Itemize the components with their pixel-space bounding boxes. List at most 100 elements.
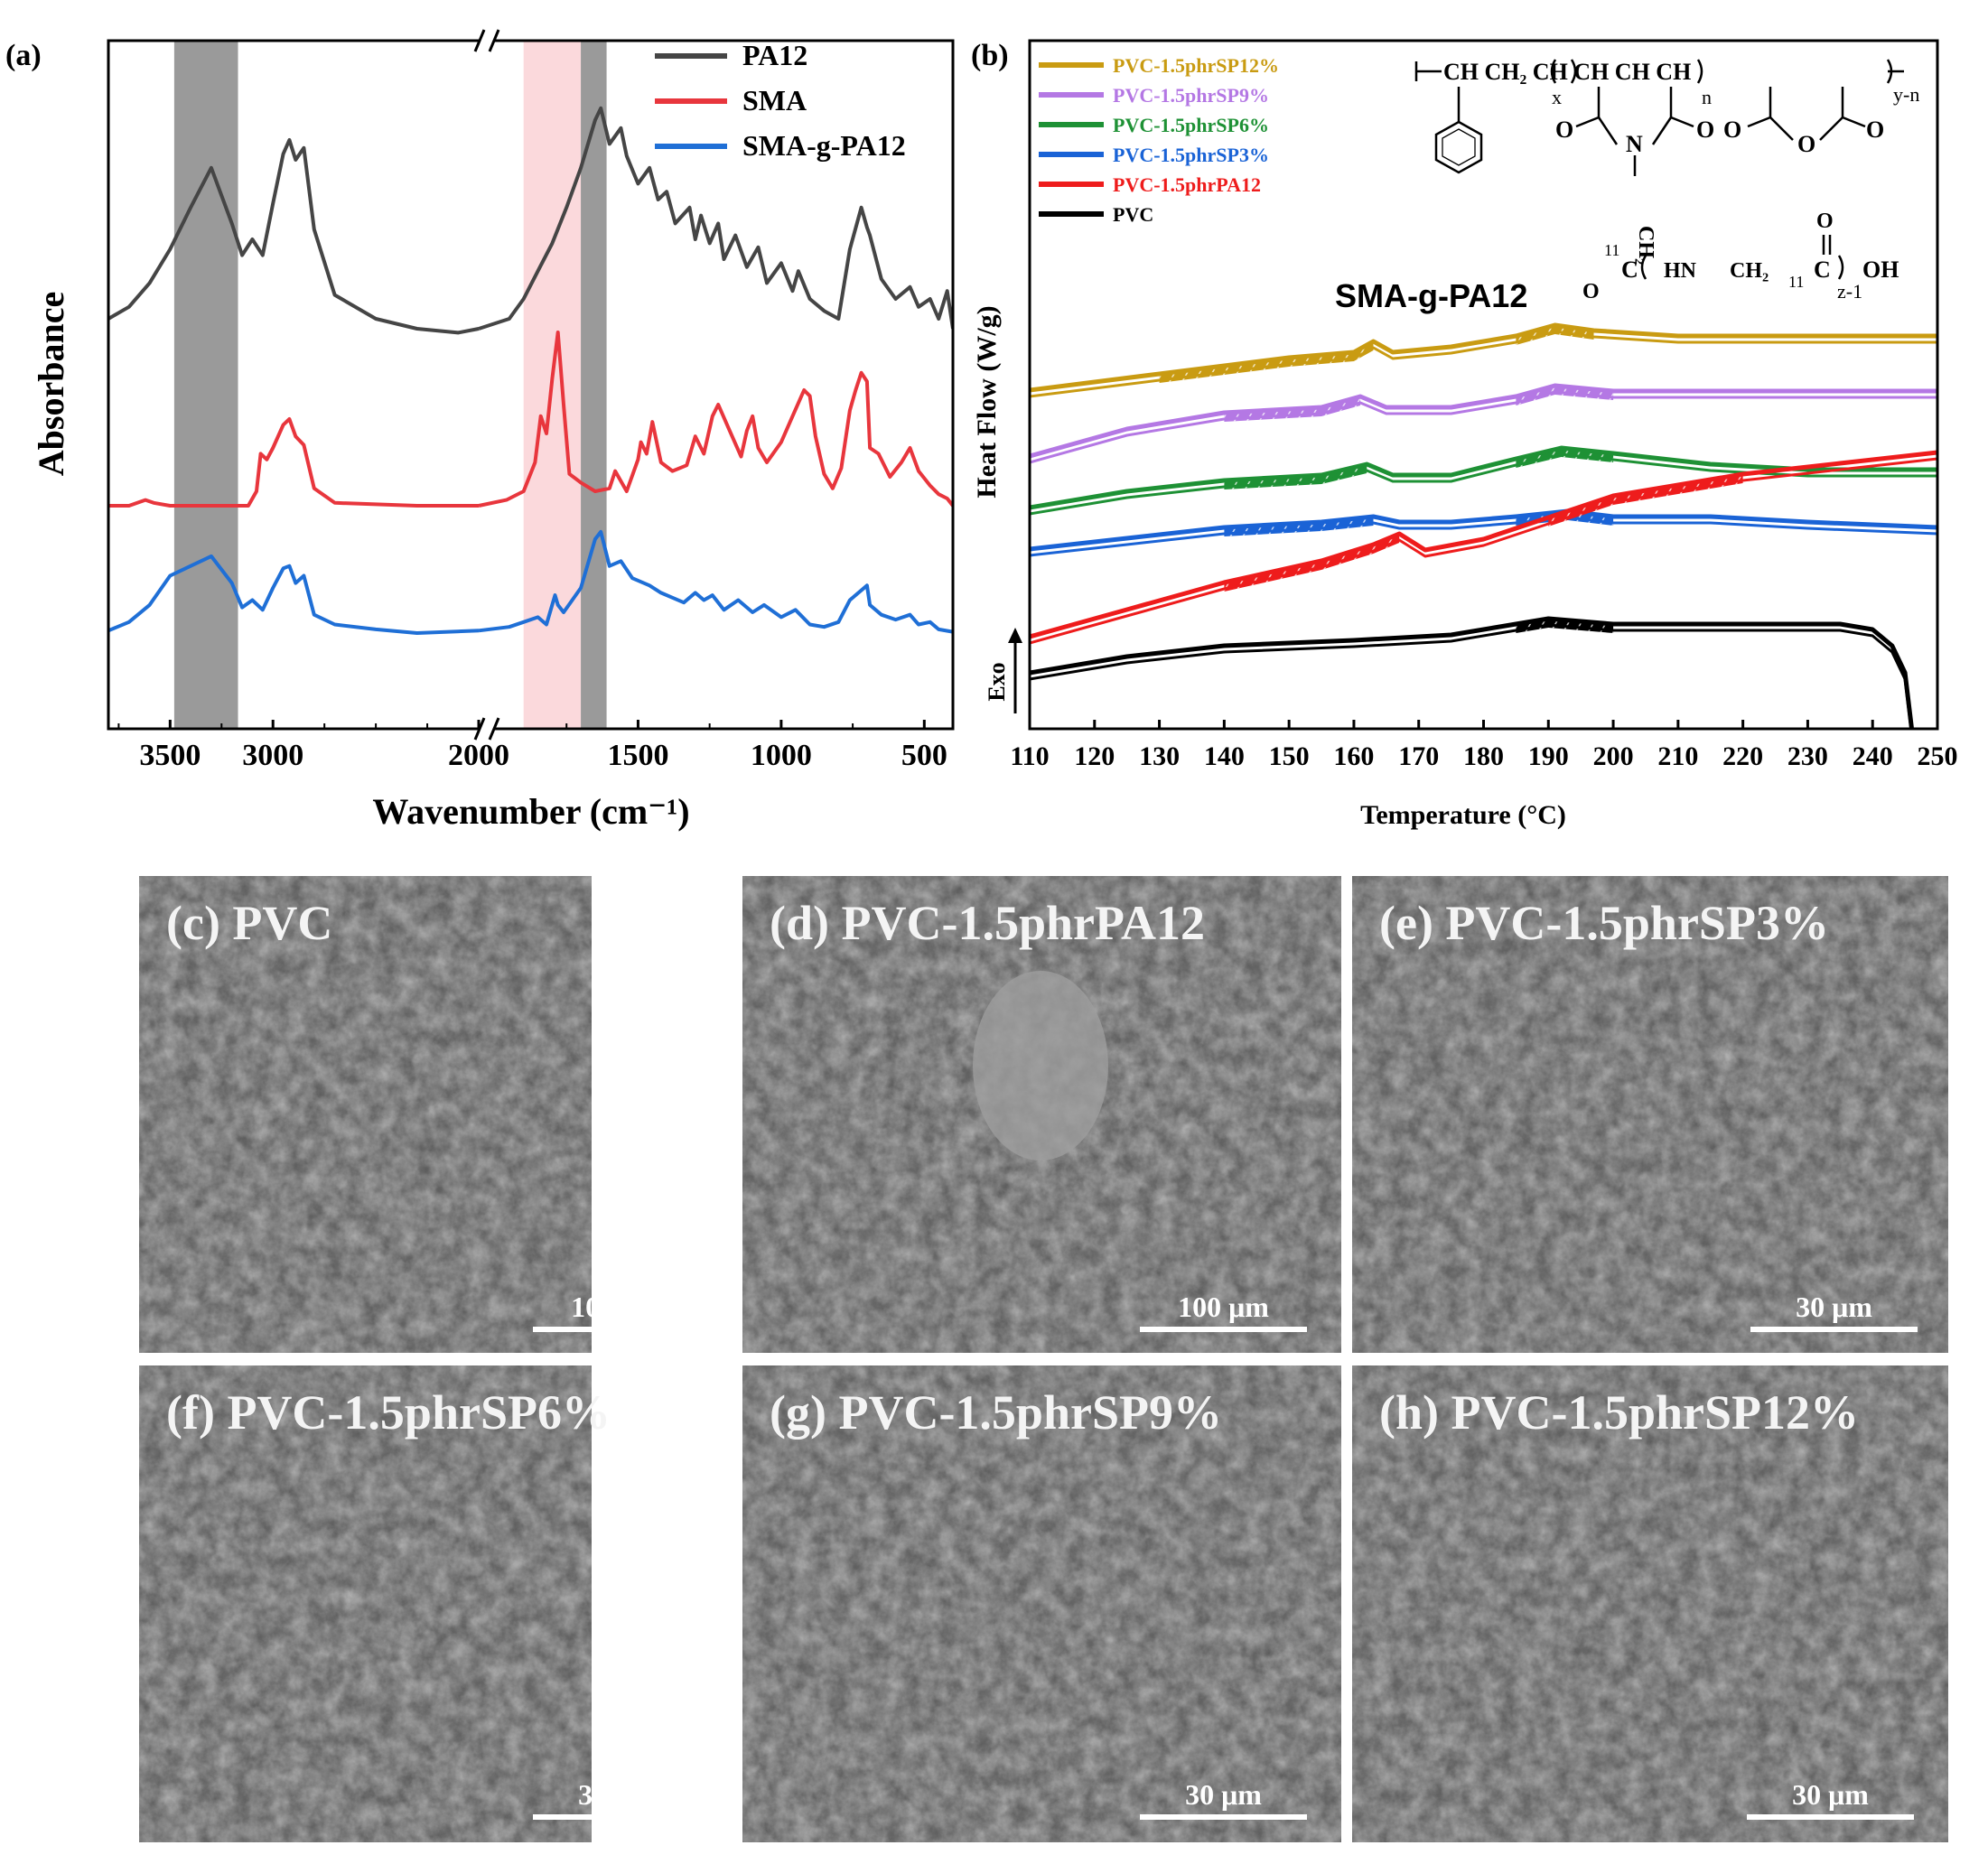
dsc-legend-label: PVC-1.5phrSP3%: [1113, 144, 1269, 166]
ftir-y-axis-label: Absorbance: [31, 292, 71, 476]
sem-panel-d-pvc-1-5phrpa12: (d) PVC-1.5phrPA12 100 μm: [742, 876, 1341, 1353]
dsc-x-tick-label: 120: [1074, 741, 1115, 771]
panel-label-b: (b): [971, 39, 1009, 72]
dsc-x-tick-label: 240: [1853, 741, 1893, 771]
ftir-series-pa12-left: [108, 138, 480, 335]
sem-scale-label: 30 μm: [1185, 1778, 1262, 1811]
ftir-series-sma-left: [108, 417, 479, 508]
sem-scale-label: 30 μm: [1792, 1778, 1869, 1811]
sem-scale-label: 100 μm: [1178, 1291, 1269, 1323]
struct-compound-label: SMA-g-PA12: [1335, 277, 1527, 314]
sem-panel-h-pvc-1-5phrsp12-: (h) PVC-1.5phrSP12% 30 μm: [1352, 1365, 1948, 1842]
sem-panel-label: (e) PVC-1.5phrSP3%: [1379, 896, 1829, 950]
dsc-series-pvc-return: [1030, 623, 1913, 729]
dsc-x-tick-label: 150: [1269, 741, 1310, 771]
dsc-series-pvc-1-5phrsp3--return: [1030, 516, 1937, 557]
dsc-series-pvc-1-5phrsp12-: [1030, 322, 1937, 393]
sem-panel-label: (h) PVC-1.5phrSP12%: [1379, 1385, 1859, 1440]
sem-panel-label: (f) PVC-1.5phrSP6%: [166, 1385, 611, 1440]
axis-break-mark-1b: [488, 717, 500, 741]
sem-scale-label: 30 μm: [578, 1778, 655, 1811]
struct-o5: O: [1866, 116, 1884, 143]
sem-image-grain: [139, 1365, 592, 1842]
struct-oh: OH: [1862, 256, 1899, 283]
ftir-x-tick-label: 1000: [751, 739, 812, 772]
dsc-y-axis-label: Heat Flow (W/g): [972, 305, 1002, 498]
dsc-x-tick-label: 160: [1333, 741, 1374, 771]
dsc-legend-label: PVC-1.5phrSP12%: [1113, 54, 1279, 77]
ftir-panel: (a) 3500 3000 2000 1500 1000 500 Absorbance W…: [5, 29, 955, 832]
dsc-x-tick-label: 110: [1010, 741, 1049, 771]
dsc-legend-label: PVC-1.5phrSP6%: [1113, 114, 1269, 136]
sem-image-grain: [139, 876, 592, 1353]
dsc-series-pvc-1-5phrsp3-: [1030, 508, 1937, 552]
sem-panel-label: (g) PVC-1.5phrSP9%: [770, 1385, 1222, 1440]
struct-sub-11a: 11: [1604, 241, 1619, 259]
struct-n: N: [1626, 131, 1643, 157]
highlight-band-2: [581, 41, 607, 729]
struct-sub-yn: y-n: [1893, 83, 1919, 106]
dsc-x-tick-label: 220: [1722, 741, 1763, 771]
ftir-x-tick-label: 1500: [607, 739, 668, 772]
struct-o6: O: [1582, 280, 1600, 303]
struct-ch2b: CH₂: [1730, 259, 1769, 283]
dsc-x-tick-label: 250: [1918, 741, 1958, 771]
struct-sub-n: n: [1702, 86, 1712, 108]
struct-sub-11b: 11: [1788, 273, 1804, 291]
ftir-x-tick-label: 500: [901, 739, 947, 772]
struct-top-row: CH CH₂ CH CH CH CH: [1443, 59, 1691, 85]
dsc-x-tick-label: 230: [1787, 741, 1828, 771]
sem-image-grain: [1352, 876, 1948, 1353]
ftir-series-pa12-right: [478, 106, 953, 331]
ftir-legend-label: PA12: [742, 39, 807, 71]
dsc-series-pvc-1-5phrsp6-: [1030, 445, 1937, 510]
sem-panel-label: (d) PVC-1.5phrPA12: [770, 896, 1205, 950]
panel-label-a: (a): [5, 39, 42, 72]
dsc-legend-label: PVC-1.5phrSP9%: [1113, 84, 1269, 107]
ftir-x-tick-label: 3500: [139, 739, 201, 772]
ftir-x-tick-label: 3000: [242, 739, 303, 772]
dsc-legend-label: PVC-1.5phrPA12: [1113, 173, 1261, 196]
exo-arrow: Exo: [984, 628, 1022, 713]
sem-panel-e-pvc-1-5phrsp3-: (e) PVC-1.5phrSP3% 30 μm: [1352, 876, 1948, 1353]
sem-scale-label: 30 μm: [1796, 1291, 1872, 1323]
ftir-series-sma-right: [478, 331, 953, 508]
struct-c1: C: [1621, 256, 1638, 283]
sem-panel-c-pvc: (c) PVC 100 μm: [139, 876, 700, 1353]
dsc-x-tick-label: 140: [1204, 741, 1245, 771]
sem-image-grain: [1352, 1365, 1948, 1842]
ftir-frame-right: [495, 39, 955, 731]
struct-c2: C: [1814, 256, 1831, 283]
dsc-x-tick-label: 180: [1463, 741, 1504, 771]
sem-scale-label: 100 μm: [571, 1291, 662, 1323]
dsc-series-pvc-1-5phrsp9-: [1030, 383, 1937, 459]
exo-label: Exo: [984, 662, 1010, 701]
struct-o3: O: [1723, 116, 1741, 143]
struct-hn: HN: [1664, 259, 1697, 283]
dsc-series-pvc-1-5phrsp12--return: [1030, 330, 1937, 398]
axis-break-mark-0b: [488, 29, 500, 52]
ftir-series-sma-g-pa12-left: [108, 554, 480, 635]
sma-g-pa12-structure: CH CH₂ CH CH CH CH x O O N n: [1335, 59, 1919, 314]
struct-sub-z1: z-1: [1837, 280, 1862, 303]
dsc-hatch-pvc-1-5phrpa12-0: [1224, 534, 1400, 592]
highlight-band-0: [173, 41, 238, 729]
ftir-frame-left: [107, 39, 479, 731]
ftir-legend-label: SMA-g-PA12: [742, 129, 906, 162]
dsc-panel: (b) 110 120 130 140 150 160 170 180 190 200 210 220…: [971, 39, 1958, 830]
ftir-legend-label: SMA: [742, 84, 807, 116]
sem-image-grain: [742, 1365, 1341, 1842]
struct-ch2: CH₂: [1634, 226, 1657, 265]
ftir-series-sma-g-pa12-right: [478, 529, 953, 634]
struct-sub-x: x: [1552, 86, 1562, 108]
dsc-x-axis-label: Temperature (°C): [1360, 800, 1566, 830]
struct-o1: O: [1555, 116, 1573, 143]
dsc-series-pvc: [1030, 616, 1914, 729]
struct-o4: O: [1797, 131, 1815, 157]
ftir-x-tick-label: 2000: [448, 739, 509, 772]
dsc-x-tick-label: 210: [1657, 741, 1698, 771]
sem-panel-label: (c) PVC: [166, 896, 332, 950]
sem-panel-f-pvc-1-5phrsp6-: (f) PVC-1.5phrSP6% 30 μm: [139, 1365, 700, 1842]
ftir-x-axis-label: Wavenumber (cm⁻¹): [372, 791, 689, 832]
